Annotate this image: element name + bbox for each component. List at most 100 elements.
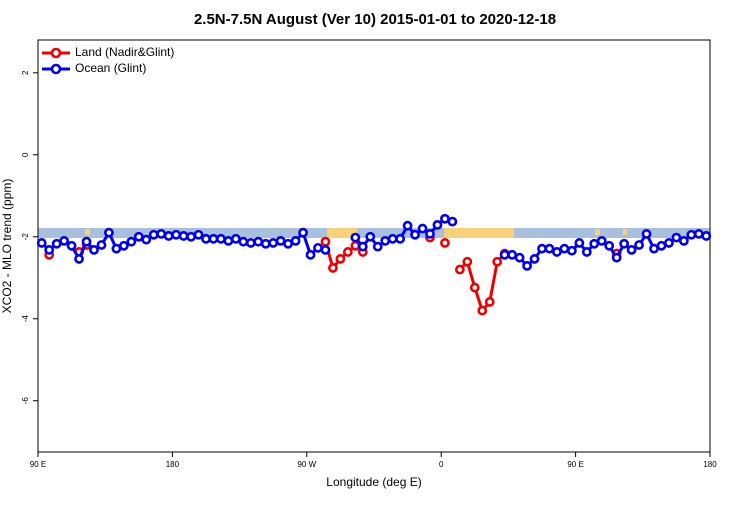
legend-label: Land (Nadir&Glint) xyxy=(75,45,174,59)
data-point xyxy=(81,236,92,247)
data-point xyxy=(163,231,174,241)
y-axis-label: XCO2 - MLO trend (ppm) xyxy=(0,179,14,314)
data-point xyxy=(499,249,510,260)
data-point xyxy=(440,213,450,224)
data-point xyxy=(313,242,323,253)
data-point xyxy=(216,233,226,244)
data-point xyxy=(365,231,376,242)
data-point xyxy=(544,243,555,254)
data-point xyxy=(693,229,704,239)
data-point xyxy=(581,247,592,257)
data-point xyxy=(372,241,383,252)
chart-title: 2.5N-7.5N August (Ver 10) 2015-01-01 to … xyxy=(194,11,556,28)
x-tick-label: 180 xyxy=(703,460,717,469)
data-point xyxy=(342,247,353,257)
data-point xyxy=(245,238,256,248)
data-point xyxy=(357,241,368,252)
y-tick-label: -6 xyxy=(21,397,30,405)
land-strip xyxy=(85,229,90,235)
legend-label: Ocean (Glint) xyxy=(75,61,146,75)
data-point xyxy=(380,235,391,246)
data-point xyxy=(36,238,47,248)
data-point xyxy=(447,216,458,227)
data-point xyxy=(477,305,488,316)
data-point xyxy=(522,260,532,271)
x-tick-label: 0 xyxy=(439,460,444,469)
y-tick-label: -4 xyxy=(21,315,30,323)
data-point xyxy=(507,249,518,260)
data-point xyxy=(611,252,622,263)
data-point xyxy=(425,229,435,239)
legend-marker xyxy=(50,47,62,59)
data-point xyxy=(462,256,473,267)
land-strip xyxy=(595,229,600,235)
data-point xyxy=(74,254,84,264)
data-point xyxy=(440,238,450,248)
data-point xyxy=(126,236,137,247)
data-point xyxy=(454,264,465,275)
ocean-strip xyxy=(38,228,710,238)
land-strip xyxy=(623,229,627,235)
data-point xyxy=(223,235,234,246)
data-point xyxy=(596,235,607,246)
data-point xyxy=(305,249,316,260)
data-point xyxy=(559,243,570,254)
data-point xyxy=(320,244,331,255)
data-point xyxy=(201,233,211,244)
data-point xyxy=(350,240,361,251)
data-point xyxy=(59,235,70,246)
data-point xyxy=(178,231,189,241)
y-tick-label: 2 xyxy=(21,70,30,75)
data-point xyxy=(253,236,264,247)
data-point xyxy=(66,240,77,251)
data-point xyxy=(566,245,577,256)
data-point xyxy=(552,247,562,257)
land-strip xyxy=(327,228,357,238)
data-point xyxy=(298,227,308,238)
data-point xyxy=(417,223,428,234)
data-point xyxy=(328,263,338,273)
data-point xyxy=(410,229,420,240)
data-point xyxy=(387,233,398,244)
data-point xyxy=(193,229,204,240)
data-point xyxy=(104,227,114,238)
data-point xyxy=(156,229,167,239)
x-tick-label: 90 W xyxy=(297,460,316,469)
legend-marker xyxy=(50,63,62,75)
data-point xyxy=(678,235,689,246)
x-axis-label: Longitude (deg E) xyxy=(326,475,421,489)
data-point xyxy=(395,233,406,244)
data-point xyxy=(626,244,637,255)
data-point xyxy=(514,252,525,263)
data-point xyxy=(335,254,346,264)
y-tick-label: -2 xyxy=(21,233,30,241)
data-point xyxy=(686,229,697,240)
data-point xyxy=(671,232,682,243)
map-strip xyxy=(38,228,710,238)
data-point xyxy=(275,235,286,246)
x-tick-label: 180 xyxy=(166,460,180,469)
data-point xyxy=(641,229,652,239)
data-point xyxy=(619,238,630,249)
y-tick-label: 0 xyxy=(21,152,30,157)
data-point xyxy=(208,233,219,244)
data-point xyxy=(133,231,144,242)
data-point xyxy=(89,244,99,255)
data-point xyxy=(402,220,413,231)
data-point xyxy=(432,219,443,230)
data-point xyxy=(186,231,196,242)
data-point xyxy=(589,238,600,249)
data-point xyxy=(268,238,279,248)
data-point xyxy=(529,254,540,264)
data-point xyxy=(111,243,122,254)
data-point xyxy=(260,238,271,249)
data-point xyxy=(469,282,480,293)
data-point xyxy=(283,238,294,249)
x-tick-label: 90 E xyxy=(30,460,46,469)
data-point xyxy=(350,232,361,243)
data-point xyxy=(290,235,301,246)
data-point xyxy=(51,238,62,249)
data-point xyxy=(664,238,674,248)
data-point xyxy=(238,236,249,247)
